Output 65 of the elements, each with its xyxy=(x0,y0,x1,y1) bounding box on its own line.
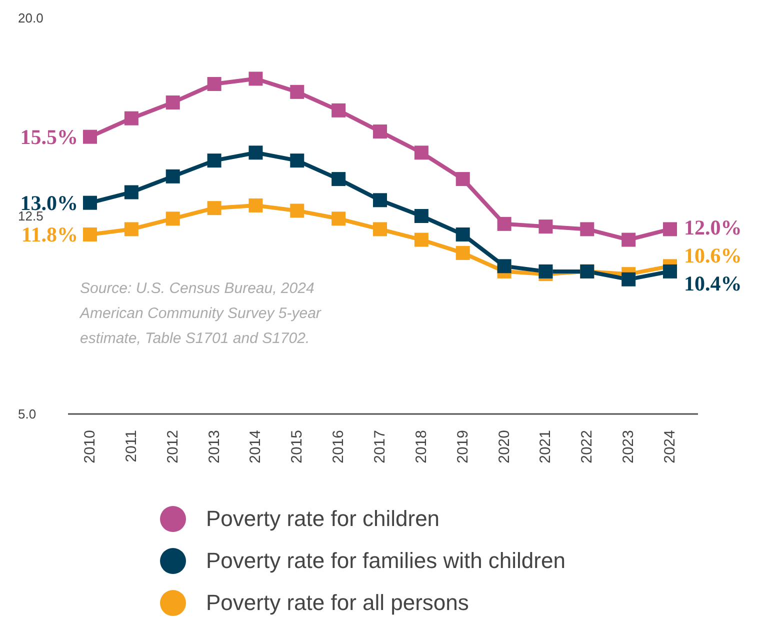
data-label: 11.8% xyxy=(21,222,78,246)
point xyxy=(332,103,346,118)
point xyxy=(248,72,263,86)
point xyxy=(166,212,180,226)
x-tick-label: 2011 xyxy=(122,430,140,462)
legend-label: Poverty rate for children xyxy=(206,506,440,532)
point xyxy=(290,84,304,99)
point xyxy=(207,201,222,216)
data-label: 10.4% xyxy=(684,272,742,296)
point xyxy=(373,193,387,208)
point xyxy=(414,209,428,223)
point xyxy=(166,95,180,110)
y-tick-label: 5.0 xyxy=(18,406,36,422)
point xyxy=(332,172,346,186)
point xyxy=(83,196,97,210)
point xyxy=(538,264,553,278)
y-tick-label: 20.0 xyxy=(18,10,44,26)
point xyxy=(124,222,138,236)
legend-label: Poverty rate for families with children xyxy=(206,548,566,574)
x-tick-label: 2017 xyxy=(372,430,388,464)
point xyxy=(497,216,512,231)
x-tick-label: 2018 xyxy=(412,430,430,464)
point xyxy=(207,77,222,91)
point xyxy=(373,124,387,139)
point xyxy=(124,111,138,126)
x-tick-label: 2020 xyxy=(496,430,513,464)
point xyxy=(124,185,138,200)
data-label: 12.0% xyxy=(684,216,742,240)
point xyxy=(166,169,180,184)
point xyxy=(622,272,636,286)
point xyxy=(248,198,263,212)
point xyxy=(83,227,97,242)
point xyxy=(207,154,222,168)
point xyxy=(414,146,428,160)
point xyxy=(414,232,428,247)
point xyxy=(622,232,636,247)
x-tick-label: 2010 xyxy=(82,430,98,464)
data-label: 10.6% xyxy=(684,244,742,268)
point xyxy=(663,264,677,278)
point xyxy=(580,222,594,236)
point xyxy=(290,154,304,168)
x-tick-label: 2024 xyxy=(662,430,678,464)
annotation: Source: U.S. Census Bureau, 2024 American Community Survey 5-year estimate, Table S1701 and S1702. xyxy=(80,279,322,349)
point xyxy=(456,227,470,242)
x-tick-label: 2019 xyxy=(454,430,472,464)
x-tick-label: 2012 xyxy=(164,430,182,464)
legend-label: Poverty rate for all persons xyxy=(206,590,469,616)
x-tick-label: 2022 xyxy=(578,430,596,464)
x-tick-label: 2016 xyxy=(330,430,348,464)
point xyxy=(538,220,553,234)
x-tick-label: 2023 xyxy=(620,430,638,464)
point xyxy=(248,146,263,160)
point xyxy=(290,204,304,218)
point xyxy=(332,212,346,226)
point xyxy=(373,222,387,236)
point xyxy=(497,259,512,274)
point xyxy=(456,246,470,260)
x-tick-label: 2021 xyxy=(537,430,554,464)
point xyxy=(663,222,677,236)
data-label: 15.5% xyxy=(20,124,78,149)
x-tick-label: 2015 xyxy=(288,430,306,464)
point xyxy=(456,172,470,186)
x-tick-label: 2013 xyxy=(206,430,223,464)
x-tick-label: 2014 xyxy=(247,430,264,464)
point xyxy=(83,130,97,144)
